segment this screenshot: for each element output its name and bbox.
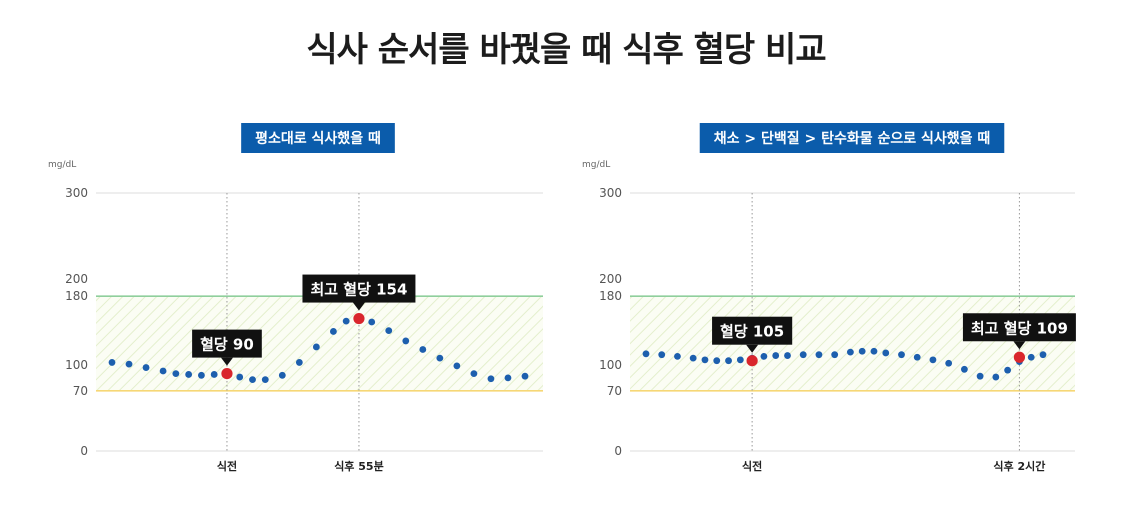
data-point xyxy=(342,317,350,325)
x-category-label: 식후 2시간 xyxy=(993,459,1045,473)
callout-box xyxy=(302,274,416,303)
highlight-point xyxy=(1013,351,1026,363)
data-point xyxy=(142,364,150,371)
data-point xyxy=(368,318,376,326)
y-tick-label-high: 180 xyxy=(65,289,88,303)
data-point xyxy=(945,359,953,367)
data-point xyxy=(784,352,791,359)
callout-pointer xyxy=(220,357,233,366)
data-point xyxy=(913,353,921,361)
data-point xyxy=(504,374,512,382)
y-unit-label: mg/dL xyxy=(582,160,610,170)
y-tick-label: 200 xyxy=(599,272,622,286)
normal-range-band xyxy=(96,296,543,391)
x-category-label: 식후 55분 xyxy=(334,459,384,473)
panel-label: 채소 > 단백질 > 탄수화물 순으로 식사했을 때 xyxy=(714,130,991,147)
data-point xyxy=(870,347,878,355)
data-point xyxy=(198,371,205,379)
data-point xyxy=(470,370,478,377)
panel-label-box xyxy=(699,123,1005,153)
data-point xyxy=(108,359,116,366)
data-point xyxy=(642,350,650,358)
highlight-point xyxy=(746,355,758,367)
y-tick-label: 200 xyxy=(65,272,88,286)
data-point xyxy=(831,351,839,359)
callout-pointer xyxy=(1013,341,1026,350)
callout-label: 혈당 90 xyxy=(200,336,254,354)
callout-pointer xyxy=(746,344,759,353)
data-point xyxy=(674,353,681,360)
data-point xyxy=(658,351,666,359)
data-point xyxy=(701,356,709,364)
normal-range-band xyxy=(630,296,1075,391)
data-point xyxy=(846,348,854,356)
data-point xyxy=(992,373,1000,381)
callout-label: 혈당 105 xyxy=(720,323,784,341)
y-tick-label-high: 180 xyxy=(599,289,622,303)
data-point xyxy=(976,372,984,380)
data-point xyxy=(249,376,256,384)
data-point xyxy=(929,356,937,364)
data-point xyxy=(1039,351,1047,359)
data-point xyxy=(210,371,218,378)
y-unit-label: mg/dL xyxy=(48,160,76,170)
data-point xyxy=(330,328,337,335)
data-point xyxy=(402,337,410,345)
data-point xyxy=(521,372,529,380)
highlight-point xyxy=(353,312,365,325)
data-point xyxy=(1004,366,1012,374)
data-point xyxy=(898,351,905,359)
data-point xyxy=(453,362,461,370)
data-point xyxy=(1027,353,1035,361)
data-point xyxy=(295,359,303,366)
data-point xyxy=(385,327,393,334)
data-point xyxy=(312,343,320,351)
data-point xyxy=(261,376,269,384)
chart-panel-2: 채소 > 단백질 > 탄수화물 순으로 식사했을 때 mg/dL 0 70 100 180… xyxy=(582,123,1076,473)
data-point xyxy=(185,371,193,378)
y-tick-label: 100 xyxy=(599,358,622,372)
callout-label: 최고 혈당 109 xyxy=(971,319,1068,337)
chart-panel-1: 평소대로 식사했을 때 mg/dL 0 70 100 180 200 300 식전 식후 55분 혈… xyxy=(48,123,543,473)
page-title: 식사 순서를 바꿨을 때 식후 혈당 비교 xyxy=(306,30,826,70)
data-point xyxy=(960,365,968,373)
data-point xyxy=(858,347,866,355)
callout-box xyxy=(962,313,1076,342)
data-point xyxy=(725,357,732,365)
data-point xyxy=(736,356,744,364)
data-point xyxy=(278,371,286,379)
y-tick-label-low: 70 xyxy=(607,384,622,398)
data-point xyxy=(419,346,427,353)
x-category-label: 식전 xyxy=(217,459,237,473)
x-category-label: 식전 xyxy=(742,459,762,473)
data-point xyxy=(760,353,768,360)
callout-box xyxy=(192,329,262,358)
data-point xyxy=(236,373,244,381)
panel-label-box xyxy=(241,123,395,153)
data-point xyxy=(799,351,807,359)
data-point xyxy=(487,375,495,383)
data-point xyxy=(436,354,444,362)
data-point xyxy=(172,370,180,377)
y-tick-label-low: 70 xyxy=(73,384,88,398)
panel-label: 평소대로 식사했을 때 xyxy=(255,130,381,147)
data-point xyxy=(159,367,167,375)
data-point xyxy=(713,357,721,365)
data-point xyxy=(772,352,780,359)
y-tick-label: 0 xyxy=(614,444,622,458)
y-tick-label: 300 xyxy=(65,186,88,200)
data-point xyxy=(125,360,133,368)
y-tick-label: 0 xyxy=(80,444,88,458)
highlight-point xyxy=(221,368,233,380)
y-tick-label: 300 xyxy=(599,186,622,200)
callout-box xyxy=(712,316,793,345)
data-point xyxy=(882,349,890,357)
callout-label: 최고 혈당 154 xyxy=(310,281,407,299)
data-point xyxy=(689,354,697,362)
callout-pointer xyxy=(352,302,365,311)
y-tick-label: 100 xyxy=(65,358,88,372)
data-point xyxy=(815,351,823,359)
